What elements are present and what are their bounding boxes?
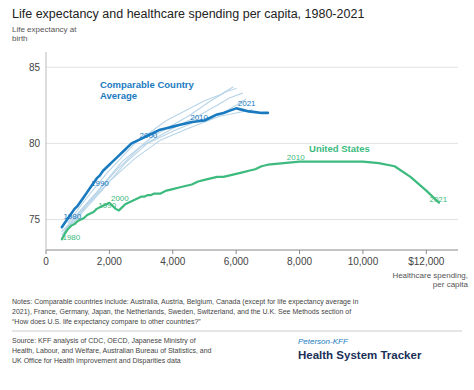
x-tick-label: 4,000: [160, 256, 185, 267]
series-label: United States: [309, 143, 370, 154]
x-tick: [362, 250, 363, 254]
x-tick: [426, 250, 427, 254]
series-line: [62, 108, 268, 227]
background-country-line: [62, 110, 252, 235]
x-tick-label: $12,000: [408, 256, 445, 267]
y-tick-label: 80: [29, 138, 41, 149]
annotations: 19801990200020102021United States1980199…: [62, 79, 447, 242]
x-tick-label: 10,000: [348, 256, 379, 267]
background-country-line: [68, 87, 233, 223]
x-tick: [172, 250, 173, 254]
note: Notes: Comparable countries include: Aus…: [12, 298, 358, 306]
source: UK Office for Health Improvement and Dis…: [12, 357, 181, 365]
logo-bottom: Health System Tracker: [298, 349, 422, 361]
x-tick-label: 8,000: [287, 256, 312, 267]
year-label: 2021: [238, 99, 256, 108]
grid-line: [46, 67, 458, 68]
text-line: United States: [309, 143, 370, 154]
text-line: Healthcare spending,: [392, 271, 468, 280]
x-axis-label: Healthcare spending,per capita: [392, 271, 468, 289]
x-tick-label: 0: [43, 256, 49, 267]
x-tick: [236, 250, 237, 254]
y-tick-label: 75: [29, 214, 41, 225]
x-tick-label: 6,000: [224, 256, 249, 267]
grid: [46, 67, 458, 219]
plot-area: [62, 87, 439, 239]
title: Life expectancy and healthcare spending …: [12, 7, 364, 21]
year-label: 2000: [111, 194, 129, 203]
text-line: Average: [100, 90, 137, 101]
logo-top: Peterson-KFF: [298, 337, 349, 346]
grid-line: [46, 219, 458, 220]
background-country-line: [65, 89, 236, 231]
series-line: [62, 162, 439, 240]
note: “How does U.S. life expectancy compare t…: [12, 318, 201, 326]
background: [0, 0, 474, 390]
source: Health, Labour, and Welfare, Australian …: [12, 347, 212, 354]
divider: [12, 331, 462, 332]
y-axis-line: [46, 52, 47, 250]
x-tick: [46, 250, 47, 254]
year-label: 2010: [287, 153, 305, 162]
year-label: 2010: [190, 113, 208, 122]
text-line: per capita: [433, 280, 469, 289]
year-label: 1980: [62, 233, 80, 242]
year-label: 2021: [429, 195, 447, 204]
x-tick: [299, 250, 300, 254]
chart: Life expectancy and healthcare spending …: [0, 0, 474, 390]
year-label: 1990: [91, 179, 109, 188]
x-tick-label: 2,000: [97, 256, 122, 267]
x-axis-line: [46, 250, 458, 251]
note: 2021), France, Germany, Japan, the Nethe…: [12, 308, 351, 316]
y-tick-label: 85: [29, 62, 41, 73]
y-axis-label: Life expectancy atbirth: [12, 25, 77, 43]
series-label: Comparable CountryAverage: [100, 79, 195, 101]
year-label: 2000: [139, 131, 157, 140]
background-country-line: [62, 99, 246, 238]
text-line: Life expectancy at: [12, 25, 77, 34]
source: Source: KFF analysis of CDC, OECD, Japan…: [12, 337, 196, 345]
x-tick: [109, 250, 110, 254]
text-line: Comparable Country: [100, 79, 195, 90]
grid-line: [46, 143, 458, 144]
year-label: 1980: [63, 212, 81, 221]
text-line: birth: [12, 34, 28, 43]
